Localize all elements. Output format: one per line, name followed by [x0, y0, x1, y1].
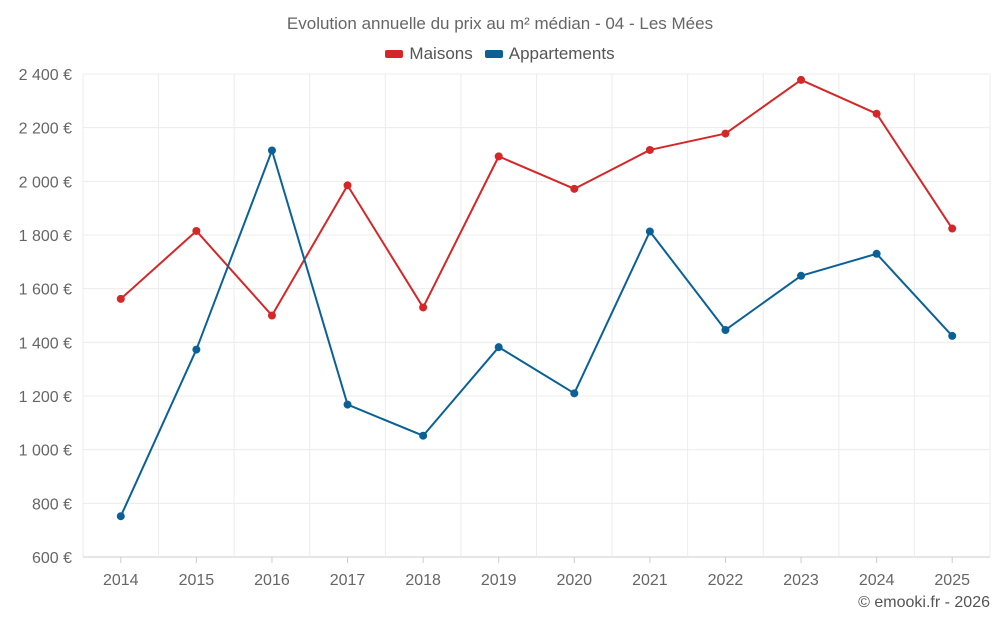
data-point-appartements[interactable] [419, 431, 428, 440]
x-tick-label: 2019 [481, 572, 517, 589]
data-point-maisons[interactable] [494, 152, 503, 161]
credit-text: © emooki.fr - 2026 [858, 594, 990, 611]
data-point-appartements[interactable] [797, 271, 806, 280]
legend-item-maisons[interactable]: Maisons [385, 44, 473, 64]
data-point-maisons[interactable] [267, 311, 276, 320]
data-point-appartements[interactable] [192, 345, 201, 354]
y-tick-label: 1 400 € [19, 335, 72, 352]
data-point-maisons[interactable] [721, 129, 730, 138]
data-point-appartements[interactable] [116, 512, 125, 521]
x-tick-label: 2017 [330, 572, 366, 589]
y-tick-label: 2 200 € [19, 121, 72, 138]
x-tick-label: 2014 [103, 572, 139, 589]
data-point-appartements[interactable] [494, 343, 503, 352]
x-tick-label: 2025 [934, 572, 970, 589]
data-point-appartements[interactable] [948, 331, 957, 340]
legend-swatch-maisons [385, 50, 404, 58]
legend-label-appartements: Appartements [508, 44, 615, 63]
series-line-maisons [120, 78, 954, 317]
data-point-appartements[interactable] [267, 146, 276, 155]
data-point-maisons[interactable] [872, 109, 881, 118]
legend-item-appartements[interactable]: Appartements [484, 44, 615, 64]
data-point-maisons[interactable] [116, 294, 125, 303]
data-point-appartements[interactable] [721, 325, 730, 334]
y-tick-label: 800 € [32, 496, 72, 513]
y-tick-label: 1 600 € [19, 282, 72, 299]
legend-label-maisons: Maisons [409, 44, 473, 63]
data-point-appartements[interactable] [645, 227, 654, 236]
series-line-appartements [119, 149, 953, 517]
y-tick-label: 1 000 € [19, 443, 72, 460]
x-tick-label: 2018 [405, 572, 441, 589]
x-tick-label: 2023 [783, 572, 819, 589]
y-tick-label: 2 000 € [19, 174, 72, 191]
data-point-maisons[interactable] [343, 181, 352, 190]
x-tick-label: 2015 [179, 572, 215, 589]
x-tick-label: 2016 [254, 572, 290, 589]
data-point-appartements[interactable] [343, 400, 352, 409]
data-point-appartements[interactable] [872, 249, 881, 258]
y-tick-label: 1 800 € [19, 228, 72, 245]
chart-title: Evolution annuelle du prix au m² médian … [286, 14, 714, 33]
y-tick-label: 600 € [32, 550, 72, 567]
data-point-maisons[interactable] [948, 224, 957, 233]
legend-swatch-appartements [484, 50, 503, 58]
y-tick-label: 1 200 € [19, 389, 72, 406]
y-tick-label: 2 400 € [19, 67, 72, 84]
data-point-maisons[interactable] [192, 226, 201, 235]
chart-legend: Maisons Appartements [0, 44, 1000, 64]
data-point-maisons[interactable] [419, 303, 428, 312]
x-tick-label: 2020 [556, 572, 592, 589]
data-point-maisons[interactable] [645, 145, 654, 154]
data-point-appartements[interactable] [570, 389, 579, 398]
x-tick-label: 2024 [859, 572, 895, 589]
data-point-maisons[interactable] [570, 184, 579, 193]
x-tick-label: 2022 [708, 572, 744, 589]
data-point-maisons[interactable] [797, 75, 806, 84]
x-tick-label: 2021 [632, 572, 668, 589]
